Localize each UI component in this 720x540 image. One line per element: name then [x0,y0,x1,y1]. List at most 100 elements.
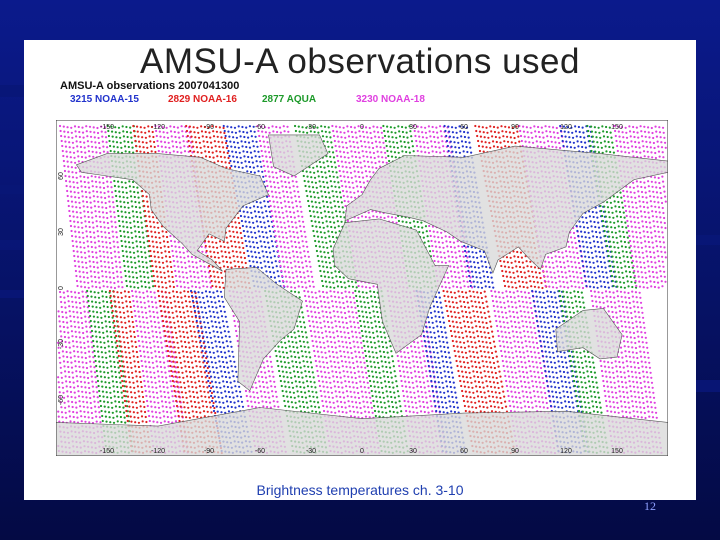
observation-dot [302,381,305,384]
observation-dot [105,361,108,364]
observation-dot [129,361,132,364]
observation-dot [192,126,195,129]
observation-dot [112,235,115,238]
observation-dot [63,330,66,334]
observation-dot [325,200,328,204]
observation-dot [215,285,218,288]
observation-dot [209,141,213,144]
observation-dot [122,411,126,414]
observation-dot [313,130,316,134]
observation-dot [89,401,92,405]
observation-dot [165,376,168,379]
observation-dot [73,386,76,389]
observation-dot [310,219,313,223]
observation-dot [127,320,131,323]
observation-dot [272,200,275,203]
observation-dot [112,326,115,329]
observation-dot [301,355,304,358]
observation-dot [287,271,290,274]
observation-dot [209,274,212,278]
observation-dot [338,210,341,213]
observation-dot [236,339,239,343]
observation-dot [180,391,184,394]
observation-dot [333,226,337,229]
observation-dot [113,324,116,328]
observation-dot [95,311,99,314]
observation-dot [307,199,310,203]
observation-dot [164,315,168,318]
observation-dot [95,369,98,373]
observation-dot [144,311,148,314]
observation-dot [57,310,60,313]
observation-dot [169,234,172,238]
observation-dot [97,240,100,243]
observation-dot [278,235,281,238]
observation-dot [85,230,88,233]
observation-dot [227,149,230,153]
observation-dot [146,295,149,298]
observation-dot [117,395,120,399]
observation-dot [181,301,184,304]
observation-dot [270,261,274,264]
observation-dot [216,371,219,374]
observation-dot [266,405,269,409]
observation-dot [195,261,198,264]
observation-dot [132,355,135,358]
observation-dot [305,286,308,289]
observation-dot [123,346,127,349]
observation-dot [240,261,244,264]
observation-dot [67,170,70,173]
observation-dot [201,135,204,138]
observation-dot [235,334,239,338]
observation-dot [74,161,77,164]
observation-dot [109,391,112,394]
observation-dot [151,240,154,243]
observation-dot [175,279,178,283]
observation-dot [311,186,315,189]
observation-dot [308,166,311,169]
observation-dot [267,146,270,149]
observation-dot [116,344,119,348]
observation-dot [351,285,355,288]
observation-dot [182,401,185,404]
observation-dot [156,340,159,344]
observation-dot [83,281,86,284]
observation-dot [89,235,92,239]
observation-dot [307,255,310,258]
observation-dot [199,301,202,304]
observation-dot [284,251,287,254]
observation-dot [152,221,155,224]
observation-dot [346,125,349,128]
observation-dot [286,285,289,288]
observation-dot [95,415,98,418]
observation-dot [98,281,101,284]
observation-dot [261,170,264,173]
observation-dot [329,155,332,158]
observation-dot [162,240,166,243]
observation-dot [166,301,169,304]
observation-dot [241,125,244,129]
observation-dot [222,305,225,308]
observation-dot [87,286,90,289]
observation-dot [95,340,99,343]
observation-dot [204,290,208,293]
observation-dot [80,385,83,388]
observation-dot [203,340,206,343]
observation-dot [259,220,262,224]
observation-dot [332,175,335,178]
observation-dot [70,161,73,164]
observation-dot [169,406,172,409]
observation-dot [284,231,288,234]
observation-dot [258,256,261,259]
observation-dot [63,335,67,339]
observation-dot [128,351,131,354]
observation-dot [71,205,74,208]
observation-dot [208,365,211,368]
observation-dot [168,146,171,149]
observation-dot [177,325,180,328]
observation-dot [60,340,63,343]
observation-dot [84,315,87,318]
observation-dot [104,290,107,294]
observation-dot [332,195,335,198]
observation-dot [268,156,272,159]
